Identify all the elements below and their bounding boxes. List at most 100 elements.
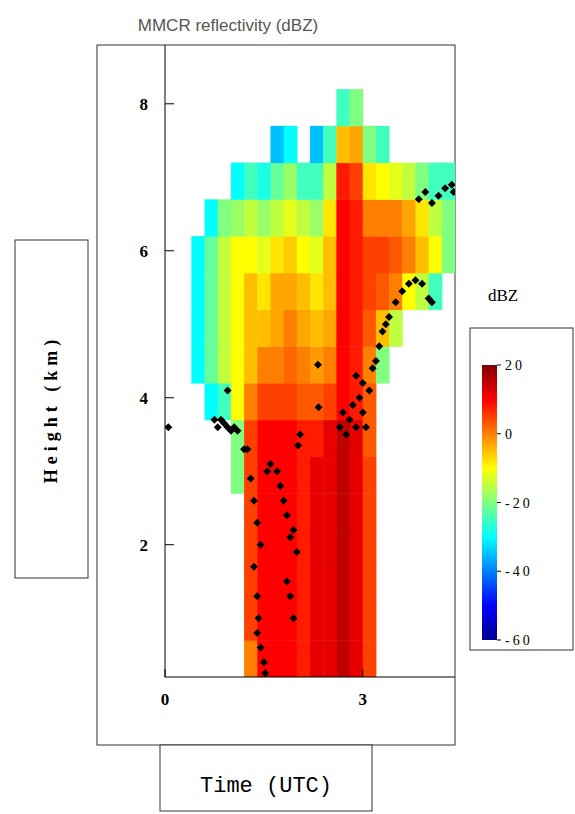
y-tick-label: 8 <box>140 95 149 114</box>
cell <box>350 163 364 200</box>
point <box>266 460 274 468</box>
cell <box>363 457 377 494</box>
cell <box>310 199 324 236</box>
point <box>290 526 298 534</box>
cell <box>284 530 298 567</box>
y-axis-title: Height (km) <box>41 335 62 484</box>
cell <box>231 163 245 200</box>
y-tick <box>165 103 174 104</box>
cell <box>336 89 350 126</box>
cell <box>244 457 258 494</box>
point <box>365 386 373 394</box>
cell <box>363 604 377 641</box>
cell <box>363 310 377 347</box>
cell <box>297 163 311 200</box>
y-tick <box>165 544 174 545</box>
cell <box>336 420 350 457</box>
cell <box>257 567 271 604</box>
point <box>450 188 455 196</box>
cell <box>218 310 232 347</box>
cell <box>310 236 324 273</box>
point <box>280 497 288 505</box>
cell <box>257 199 271 236</box>
x-axis-title: Time (UTC) <box>200 774 332 799</box>
cell <box>363 126 377 163</box>
cell <box>376 126 390 163</box>
cell <box>323 273 337 310</box>
colorbar-tick <box>497 365 501 366</box>
title: MMCR reflectivity (dBZ) <box>138 16 318 35</box>
cell <box>257 163 271 200</box>
point <box>296 430 304 438</box>
y-tick-label: 4 <box>140 389 149 408</box>
cell <box>363 273 377 310</box>
cell <box>323 199 337 236</box>
point <box>257 541 265 549</box>
point <box>336 423 344 431</box>
cell <box>323 604 337 641</box>
x-axis-line <box>165 677 455 678</box>
colorbar-box <box>470 328 573 650</box>
cell <box>231 310 245 347</box>
cell <box>350 604 364 641</box>
cell <box>323 420 337 457</box>
cell <box>297 383 311 420</box>
colorbar-tick <box>497 640 501 641</box>
cell <box>376 199 390 236</box>
cell <box>284 126 298 163</box>
point <box>448 181 455 189</box>
cell <box>297 640 311 677</box>
cell <box>310 604 324 641</box>
cell <box>284 236 298 273</box>
cell <box>389 163 403 200</box>
cell <box>191 310 205 347</box>
point <box>379 328 387 336</box>
cell <box>402 236 416 273</box>
cell <box>402 199 416 236</box>
cell <box>363 420 377 457</box>
cell <box>336 199 350 236</box>
cell <box>270 236 284 273</box>
cell <box>402 163 416 200</box>
cell <box>297 199 311 236</box>
cell <box>257 530 271 567</box>
cell <box>415 163 429 200</box>
cell <box>336 604 350 641</box>
cell <box>297 567 311 604</box>
colorbar-tick-label: 20 <box>505 358 525 373</box>
point <box>286 592 294 600</box>
cell <box>297 530 311 567</box>
colorbar-tick-label: 0 <box>505 427 515 442</box>
cell <box>310 383 324 420</box>
point <box>428 298 436 306</box>
cell <box>257 273 271 310</box>
cell <box>218 199 232 236</box>
cell <box>323 236 337 273</box>
cell <box>363 640 377 677</box>
cell <box>415 199 429 236</box>
point <box>411 276 419 284</box>
point <box>405 280 413 288</box>
x-tick <box>362 669 363 677</box>
chart: MMCR reflectivity (dBZ)246803Height (km)… <box>0 0 575 814</box>
cell <box>297 493 311 530</box>
point <box>253 519 261 527</box>
colorbar <box>482 365 497 640</box>
cells <box>191 89 455 677</box>
cell <box>270 567 284 604</box>
cell <box>205 346 219 383</box>
cell <box>350 346 364 383</box>
point <box>428 199 436 207</box>
cell <box>336 346 350 383</box>
x-tick <box>165 669 166 677</box>
cell <box>429 236 443 273</box>
cell <box>323 163 337 200</box>
cell <box>363 199 377 236</box>
point <box>263 467 271 475</box>
cell <box>336 236 350 273</box>
cell <box>244 236 258 273</box>
point <box>294 442 302 450</box>
cell <box>270 383 284 420</box>
cell <box>231 457 245 494</box>
cell <box>350 493 364 530</box>
